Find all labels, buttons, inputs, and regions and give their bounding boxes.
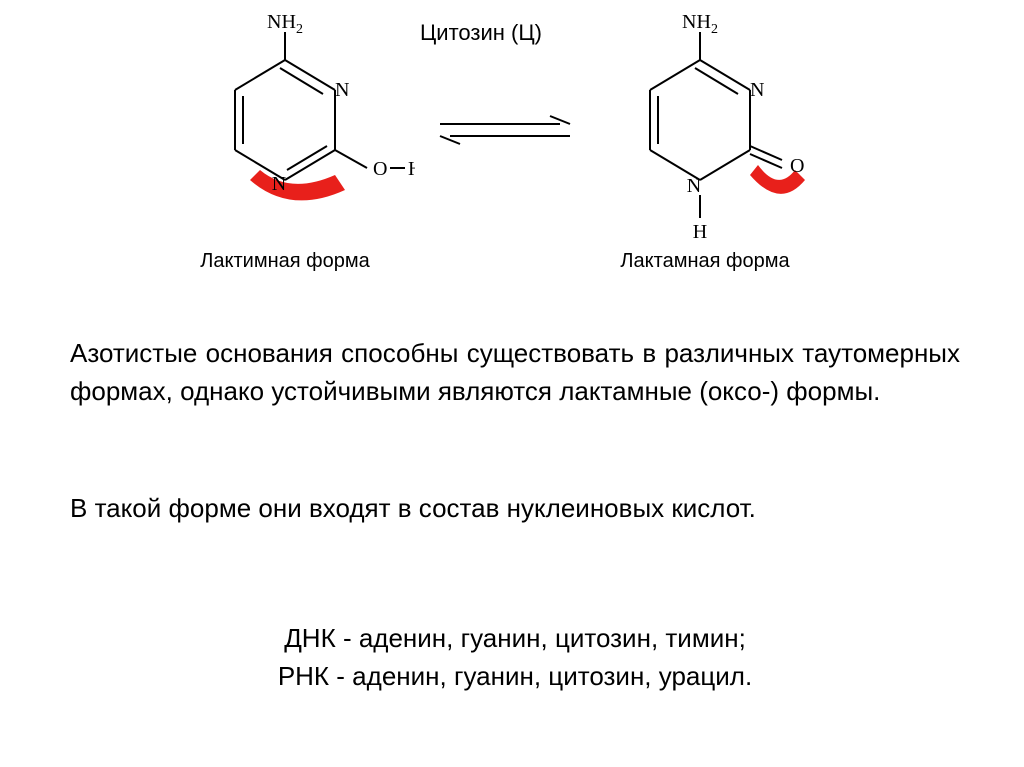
svg-text:H: H (408, 158, 415, 180)
compound-title: Цитозин (Ц) (420, 20, 542, 46)
paragraph-3: ДНК - аденин, гуанин, цитозин, тимин; РН… (70, 620, 960, 695)
caption-lactim: Лактимная форма (185, 250, 385, 273)
paragraph-2: В такой форме они входят в состав нуклеи… (70, 490, 960, 528)
structure-lactim: N N NH2 O H (195, 10, 415, 240)
equilibrium-arrows (430, 110, 580, 150)
svg-text:H: H (693, 221, 707, 243)
diagram-area: Цитозин (Ц) N N NH2 O H (0, 0, 1024, 310)
line-rnk: РНК - аденин, гуанин, цитозин, урацил. (278, 661, 752, 691)
svg-text:N: N (335, 79, 349, 101)
structure-lactam: N N NH2 O H (610, 10, 830, 270)
svg-text:N: N (687, 175, 701, 197)
svg-text:O: O (790, 155, 804, 177)
caption-lactam: Лактамная форма (600, 250, 810, 273)
line-dnk: ДНК - аденин, гуанин, цитозин, тимин; (284, 623, 746, 653)
paragraph-1: Азотистые основания способны существоват… (70, 335, 960, 410)
svg-text:O: O (373, 158, 387, 180)
svg-text:N: N (272, 173, 286, 195)
svg-text:N: N (750, 79, 764, 101)
